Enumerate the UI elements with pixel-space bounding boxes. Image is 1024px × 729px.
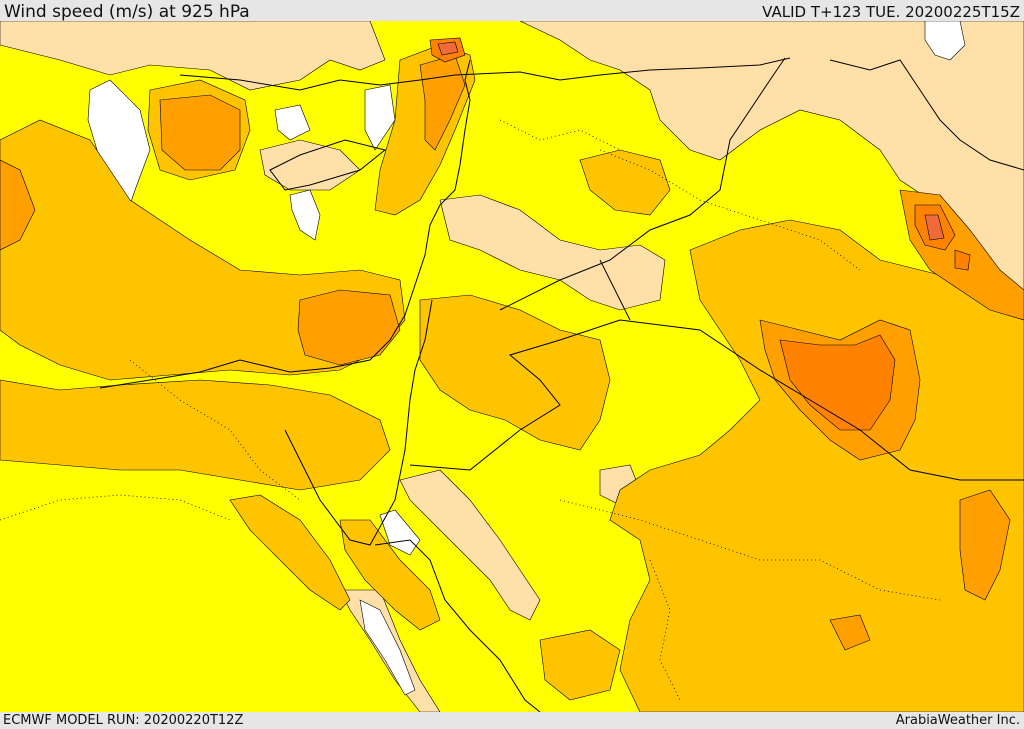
model-run: ECMWF MODEL RUN: 20200220T12Z: [3, 713, 244, 728]
valid-time: VALID T+123 TUE. 20200225T15Z: [762, 3, 1020, 21]
footer-bar: [0, 712, 1024, 729]
coastlines-and-borders: [99, 57, 1024, 712]
wind-speed-map[interactable]: [0, 21, 1024, 712]
credit: ArabiaWeather Inc.: [895, 713, 1020, 728]
dotted-borders: [0, 119, 941, 701]
header-bar: [0, 0, 1024, 21]
light-wind-zones: [0, 21, 1024, 712]
severe-wind-zones: [437, 41, 945, 241]
calm-zones: [87, 21, 966, 696]
map-title: Wind speed (m/s) at 925 hPa: [4, 2, 250, 22]
